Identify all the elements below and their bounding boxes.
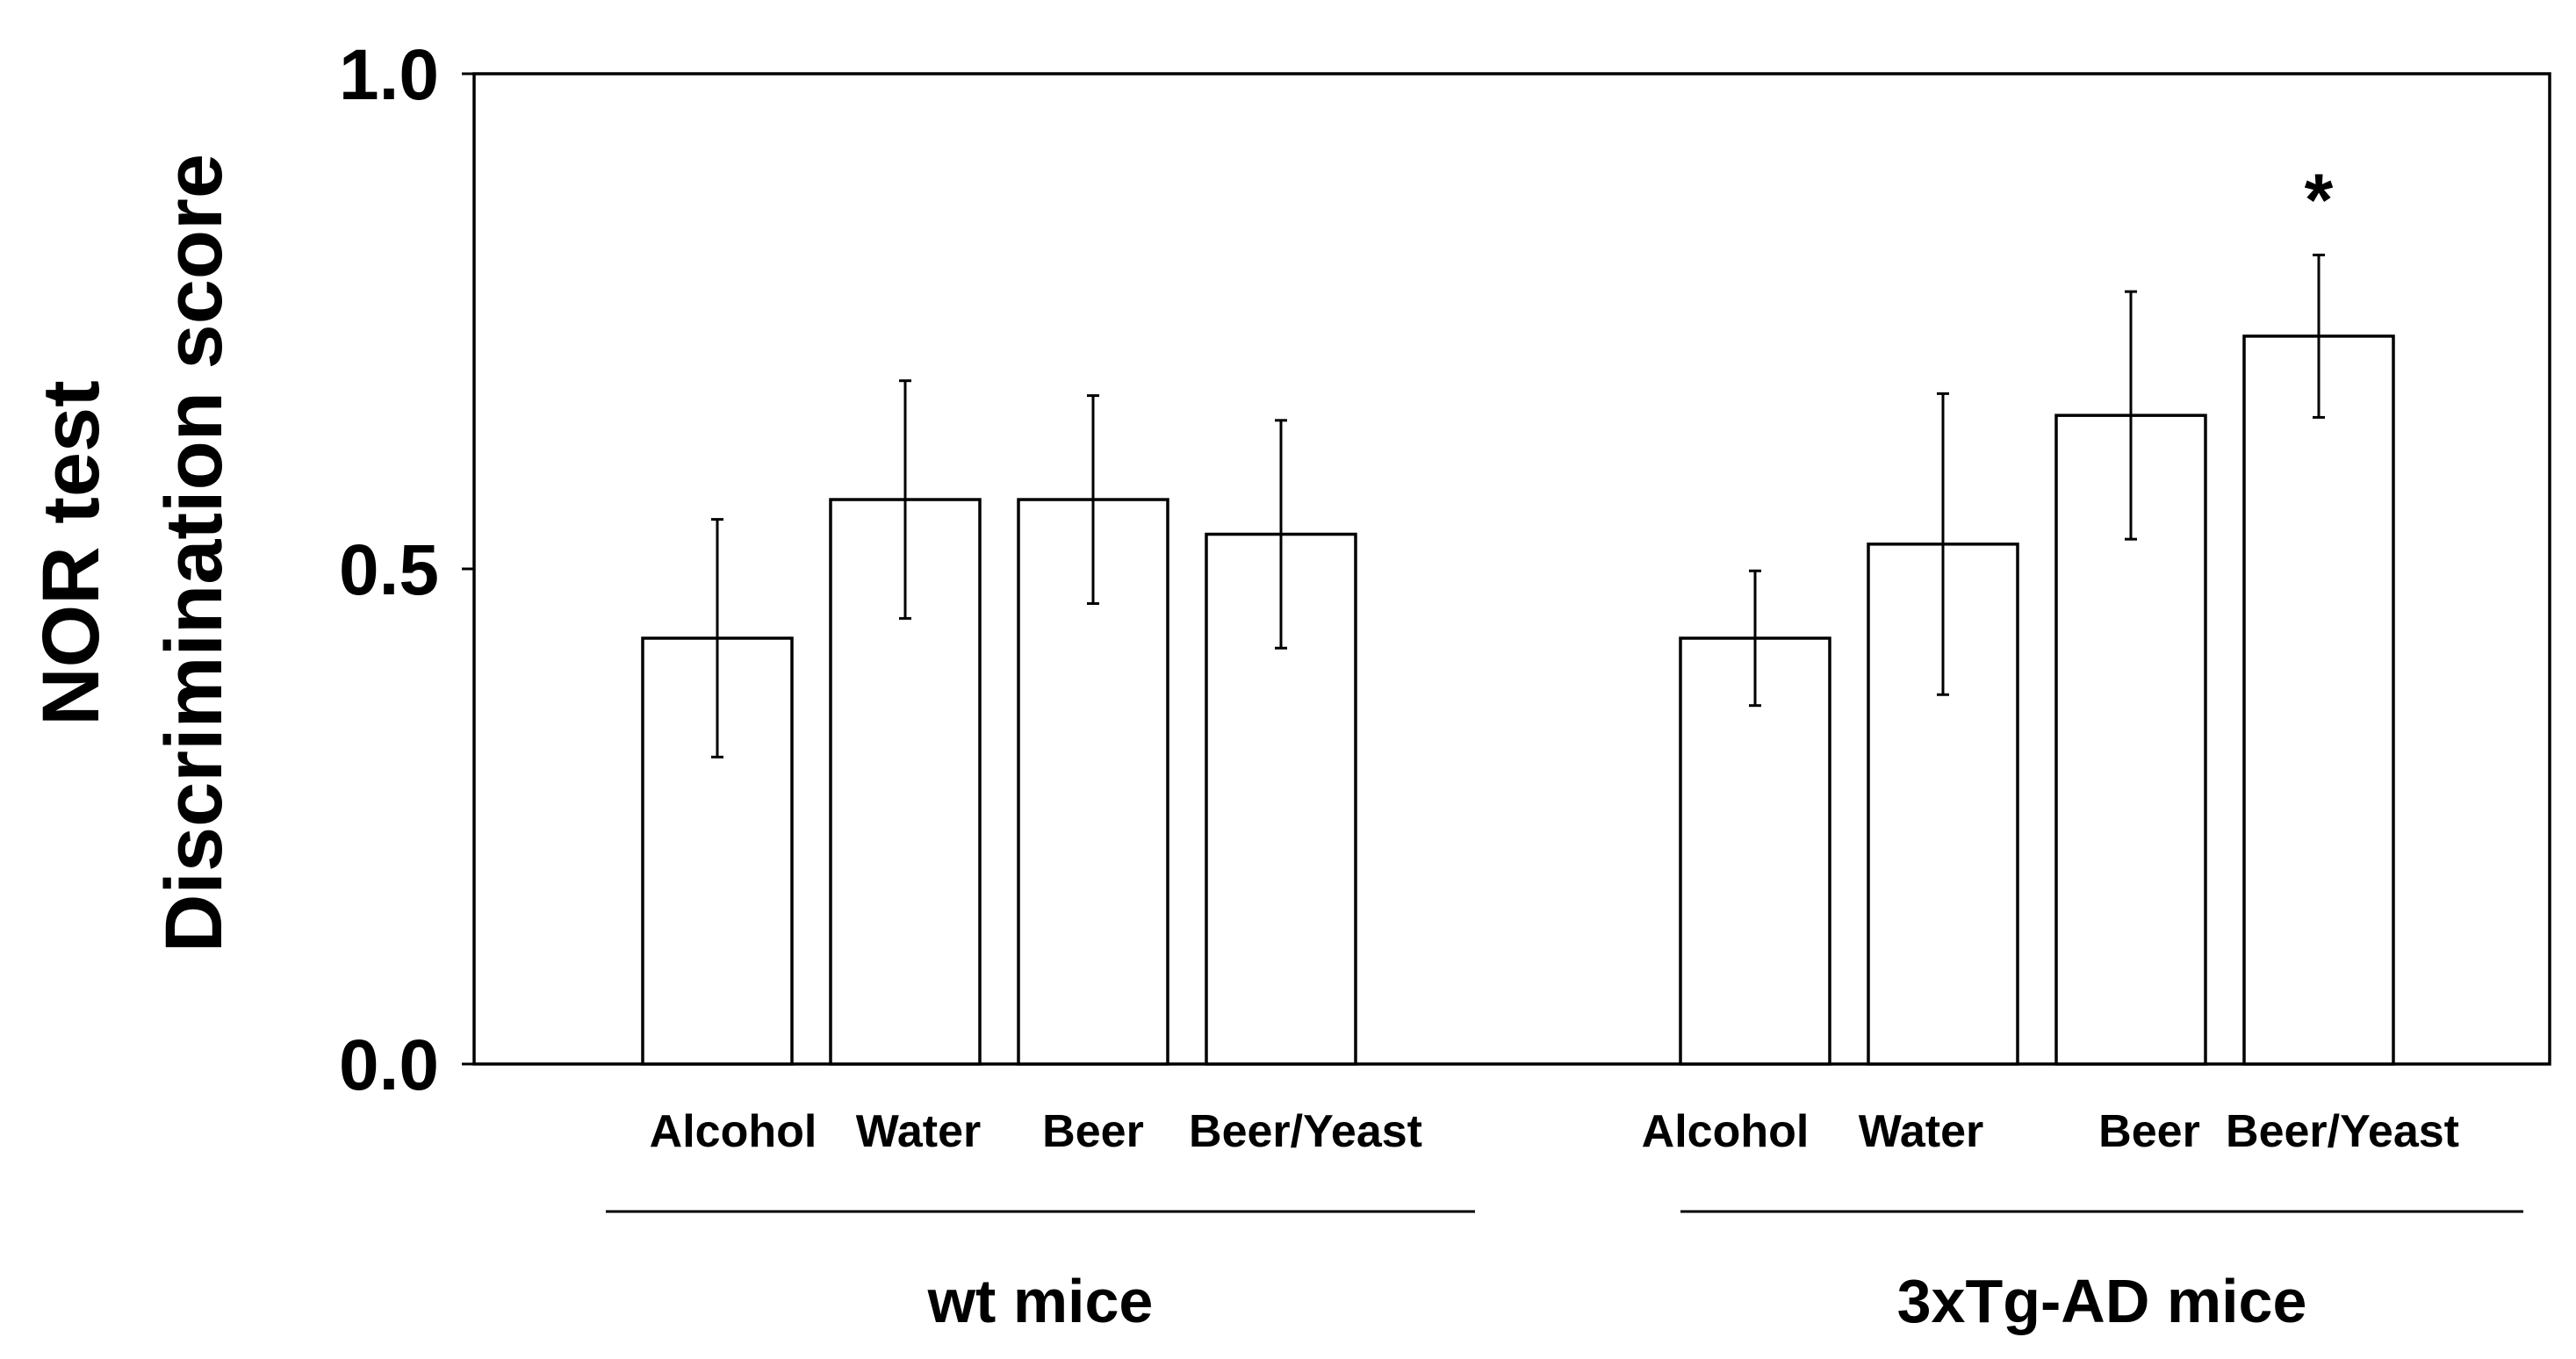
x-category-label: Alcohol	[1642, 1106, 1810, 1157]
group-label: wt mice	[927, 1267, 1154, 1335]
y-tick-label: 0.0	[339, 1025, 439, 1105]
y-axis-title-line1: NOR test	[26, 380, 116, 726]
y-axis-title-line2: Discrimination score	[149, 154, 239, 953]
x-category-label: Alcohol	[650, 1106, 817, 1157]
x-category-label: Water	[856, 1106, 982, 1157]
x-category-label: Beer/Yeast	[1189, 1106, 1422, 1157]
bars: *	[641, 158, 2395, 1066]
x-category-label: Beer	[2098, 1106, 2200, 1157]
y-tick-label: 0.5	[339, 530, 439, 610]
group-label: 3xTg-AD mice	[1897, 1267, 2307, 1335]
bar	[1679, 636, 1831, 1066]
bar	[2242, 334, 2395, 1066]
y-axis-ticks: 0.0 0.5 1.0	[339, 35, 474, 1105]
x-category-label: Beer/Yeast	[2226, 1106, 2459, 1157]
y-tick-label: 1.0	[339, 35, 439, 115]
y-axis-title: NOR test Discrimination score	[26, 154, 239, 953]
significance-marker: *	[2305, 158, 2334, 241]
x-category-label: Water	[1859, 1106, 1984, 1157]
x-category-label: Beer	[1042, 1106, 1144, 1157]
x-axis-labels: Alcohol Water Beer Beer/Yeast wt mice Alcohol…	[606, 1106, 2523, 1335]
